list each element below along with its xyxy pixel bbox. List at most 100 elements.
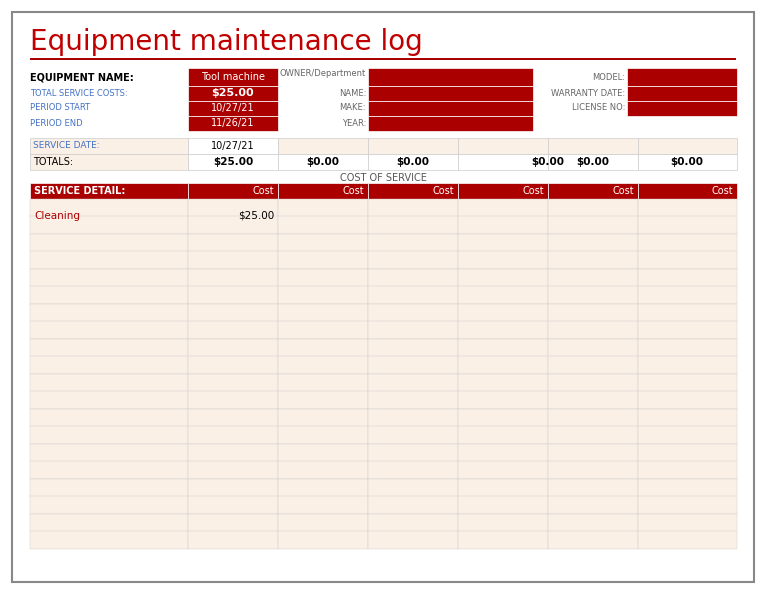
Bar bbox=[30, 138, 188, 154]
Text: 11/26/21: 11/26/21 bbox=[211, 118, 255, 128]
Text: YEAR:: YEAR: bbox=[342, 118, 366, 128]
Bar bbox=[30, 58, 736, 60]
Text: WARRANTY DATE:: WARRANTY DATE: bbox=[551, 89, 625, 97]
Text: Tool machine: Tool machine bbox=[201, 72, 265, 82]
Text: TOTAL SERVICE COSTS:: TOTAL SERVICE COSTS: bbox=[30, 89, 128, 97]
Bar bbox=[30, 444, 188, 479]
Bar bbox=[368, 101, 533, 116]
Bar bbox=[638, 479, 737, 514]
Text: $0.00: $0.00 bbox=[670, 157, 703, 167]
Bar bbox=[188, 199, 278, 234]
Bar bbox=[548, 138, 638, 154]
Text: Cost: Cost bbox=[432, 186, 454, 196]
Text: $0.00: $0.00 bbox=[397, 157, 430, 167]
Bar bbox=[548, 183, 638, 199]
Bar bbox=[458, 269, 548, 304]
Bar bbox=[30, 269, 188, 304]
Bar bbox=[188, 68, 278, 86]
Bar bbox=[188, 138, 278, 154]
Bar bbox=[30, 374, 188, 409]
Text: OWNER/Department: OWNER/Department bbox=[280, 68, 366, 77]
Bar bbox=[548, 479, 638, 514]
Text: PERIOD END: PERIOD END bbox=[30, 118, 83, 128]
Bar bbox=[30, 304, 188, 339]
Text: Cost: Cost bbox=[342, 186, 364, 196]
Bar bbox=[638, 339, 737, 374]
Bar bbox=[458, 339, 548, 374]
Bar bbox=[278, 479, 368, 514]
Bar bbox=[368, 154, 458, 170]
Bar bbox=[368, 234, 458, 269]
Bar bbox=[638, 374, 737, 409]
Bar bbox=[368, 183, 458, 199]
Bar bbox=[278, 444, 368, 479]
Bar bbox=[638, 514, 737, 549]
Bar bbox=[627, 68, 737, 86]
Bar bbox=[548, 269, 638, 304]
Text: Cost: Cost bbox=[252, 186, 274, 196]
Bar bbox=[278, 199, 368, 234]
Text: $25.00: $25.00 bbox=[211, 88, 254, 98]
Text: SERVICE DETAIL:: SERVICE DETAIL: bbox=[34, 186, 126, 196]
Bar bbox=[458, 234, 548, 269]
Bar bbox=[368, 116, 533, 131]
Bar bbox=[278, 154, 368, 170]
Bar bbox=[638, 304, 737, 339]
Bar bbox=[188, 339, 278, 374]
Bar bbox=[548, 199, 638, 234]
Bar bbox=[548, 304, 638, 339]
Bar bbox=[368, 409, 458, 444]
Text: COST OF SERVICE: COST OF SERVICE bbox=[339, 173, 427, 183]
Bar bbox=[638, 444, 737, 479]
Bar bbox=[188, 479, 278, 514]
Bar bbox=[458, 479, 548, 514]
Text: NAME:: NAME: bbox=[339, 89, 366, 97]
Bar bbox=[278, 183, 368, 199]
Bar bbox=[188, 304, 278, 339]
Bar bbox=[548, 234, 638, 269]
Bar bbox=[368, 304, 458, 339]
Bar bbox=[638, 183, 737, 199]
Bar bbox=[278, 269, 368, 304]
Bar bbox=[368, 138, 458, 154]
Text: Equipment maintenance log: Equipment maintenance log bbox=[30, 28, 423, 56]
Bar bbox=[188, 234, 278, 269]
Bar bbox=[278, 234, 368, 269]
Bar bbox=[638, 409, 737, 444]
Bar bbox=[548, 444, 638, 479]
Bar bbox=[188, 101, 278, 116]
Bar bbox=[278, 304, 368, 339]
Bar bbox=[638, 234, 737, 269]
Bar bbox=[627, 86, 737, 101]
Text: LICENSE NO:: LICENSE NO: bbox=[571, 103, 625, 112]
Bar bbox=[458, 374, 548, 409]
Bar bbox=[548, 514, 638, 549]
Bar bbox=[368, 269, 458, 304]
Bar bbox=[548, 154, 638, 170]
Bar bbox=[188, 514, 278, 549]
Bar bbox=[30, 479, 188, 514]
Text: $25.00: $25.00 bbox=[237, 211, 274, 221]
Bar bbox=[188, 409, 278, 444]
Bar bbox=[368, 374, 458, 409]
Bar bbox=[368, 86, 533, 101]
Text: $0.00: $0.00 bbox=[532, 157, 565, 167]
Text: $0.00: $0.00 bbox=[306, 157, 339, 167]
Bar bbox=[638, 269, 737, 304]
Bar bbox=[30, 154, 188, 170]
Bar bbox=[188, 116, 278, 131]
Bar bbox=[458, 199, 548, 234]
Bar bbox=[188, 374, 278, 409]
Bar bbox=[278, 374, 368, 409]
Text: 10/27/21: 10/27/21 bbox=[211, 141, 255, 151]
Text: $25.00: $25.00 bbox=[213, 157, 253, 167]
Bar bbox=[188, 183, 278, 199]
Bar bbox=[458, 183, 548, 199]
Bar bbox=[30, 199, 188, 234]
Bar bbox=[638, 199, 737, 234]
Bar bbox=[278, 339, 368, 374]
Bar bbox=[458, 154, 548, 170]
Bar bbox=[368, 199, 458, 234]
Bar bbox=[30, 234, 188, 269]
Bar bbox=[368, 514, 458, 549]
